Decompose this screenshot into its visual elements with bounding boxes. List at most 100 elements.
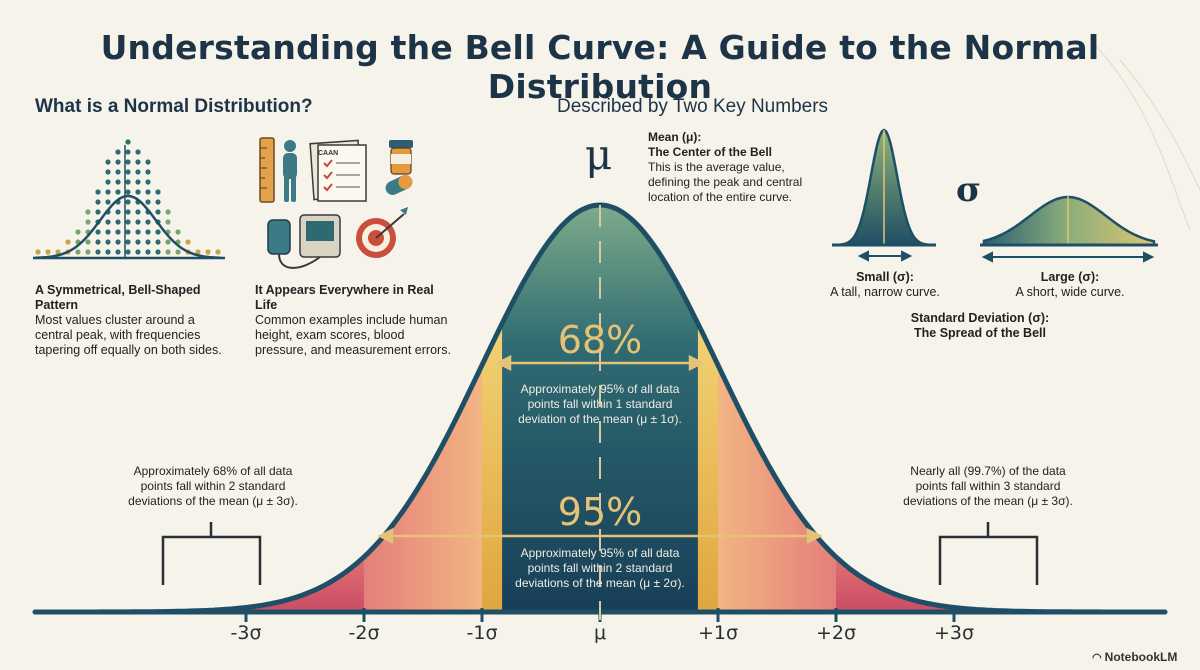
mean-subtitle: The Center of the Bell [648,145,773,159]
distribution-dot [155,229,161,235]
small-sigma-text: A tall, narrow curve. [830,285,940,299]
large-sigma-curve [980,195,1158,263]
distribution-dot [135,149,141,155]
distribution-dot [115,189,121,195]
large-sigma-title: Large (σ): [1040,270,1100,284]
distribution-dot [135,189,141,195]
tick-label: μ [593,622,607,644]
distribution-dot [55,249,61,255]
distribution-dot [125,239,131,245]
distribution-dot [165,249,171,255]
tick-label: -2σ [348,622,380,644]
distribution-dot [165,209,171,215]
distribution-dot [125,229,131,235]
distribution-dot [125,179,131,185]
distribution-dot [105,189,111,195]
tick-label: +2σ [815,622,857,644]
distribution-dot [165,239,171,245]
pill-bottle-icon [385,140,413,195]
mu-symbol: μ [585,130,613,179]
blood-pressure-monitor-icon [267,214,341,269]
distribution-dot [95,249,101,255]
distribution-dot [115,229,121,235]
tail-band-left [40,556,364,612]
exam-icon-label: CAAN [318,150,339,157]
distribution-dot [205,249,211,255]
distribution-dot [145,189,151,195]
distribution-dot [125,219,131,225]
distribution-dot [165,219,171,225]
distribution-dot [135,179,141,185]
distribution-dot [75,249,81,255]
text-95: Approximately 95% of all data points fal… [515,546,685,590]
distribution-dot [155,249,161,255]
brand-label: ◠ NotebookLM [1092,650,1177,664]
distribution-dot [75,229,81,235]
two-key-numbers-heading: Described by Two Key Numbers [557,96,829,117]
distribution-dot [125,199,131,205]
tick-label: -1σ [466,622,498,644]
tick-label: +1σ [697,622,739,644]
mean-title: Mean (μ): [648,130,702,144]
tick-label: +3σ [933,622,975,644]
real-life-title: It Appears Everywhere in Real Life [255,283,434,312]
distribution-dot [115,149,121,155]
distribution-dot [195,249,201,255]
left-bracket [161,535,262,585]
distribution-dot [135,209,141,215]
distribution-dot [115,249,121,255]
exam-papers-icon [309,139,367,202]
distribution-dot [105,229,111,235]
distribution-dot [115,179,121,185]
distribution-dot [145,239,151,245]
small-sigma-title: Small (σ): [856,270,914,284]
distribution-dot [105,179,111,185]
mean-block: Mean (μ): The Center of the Bell This is… [648,130,808,205]
distribution-dot [125,209,131,215]
text-68: Approximately 95% of all data points fal… [518,382,682,426]
symmetric-block: A Symmetrical, Bell-Shaped Pattern Most … [35,283,235,358]
distribution-dot [115,169,121,175]
distribution-dot [145,199,151,205]
distribution-dot [155,189,161,195]
distribution-dot [145,249,151,255]
distribution-dot [35,249,41,255]
distribution-dot [135,219,141,225]
sixty-eight-arrow [495,354,705,372]
ninety-five-arrow [377,527,823,545]
distribution-dot [145,179,151,185]
distribution-dot [215,249,221,255]
distribution-dot [135,249,141,255]
normal-distribution-heading: What is a Normal Distribution? [35,96,313,117]
distribution-dot [85,219,91,225]
std-dev-title: Standard Deviation (σ): [910,311,1050,325]
distribution-dot [175,229,181,235]
dotted-bell-illustration [33,139,225,260]
mean-text: This is the average value, defining the … [648,160,803,204]
distribution-dot [145,169,151,175]
one-sigma-band-left [482,323,503,612]
right-bracket [938,535,1039,585]
distribution-dot [145,159,151,165]
distribution-dot [175,249,181,255]
sigma-symbol: σ [956,170,982,210]
distribution-dot [65,239,71,245]
small-sigma-block: Small (σ): A tall, narrow curve. [820,270,950,300]
distribution-dot [125,189,131,195]
distribution-dot [135,159,141,165]
distribution-dot [105,159,111,165]
distribution-dot [115,209,121,215]
distribution-dot [85,249,91,255]
distribution-dot [125,249,131,255]
distribution-dot [105,239,111,245]
real-life-text: Common examples include human height, ex… [255,313,451,357]
distribution-dot [95,239,101,245]
distribution-dot [95,209,101,215]
distribution-dot [105,199,111,205]
distribution-dot [115,219,121,225]
brand-icon: ◠ [1092,652,1105,664]
distribution-dot [185,239,191,245]
left-three-sigma-note: Approximately 68% of all data points fal… [128,464,298,508]
large-sigma-block: Large (σ): A short, wide curve. [1000,270,1140,300]
